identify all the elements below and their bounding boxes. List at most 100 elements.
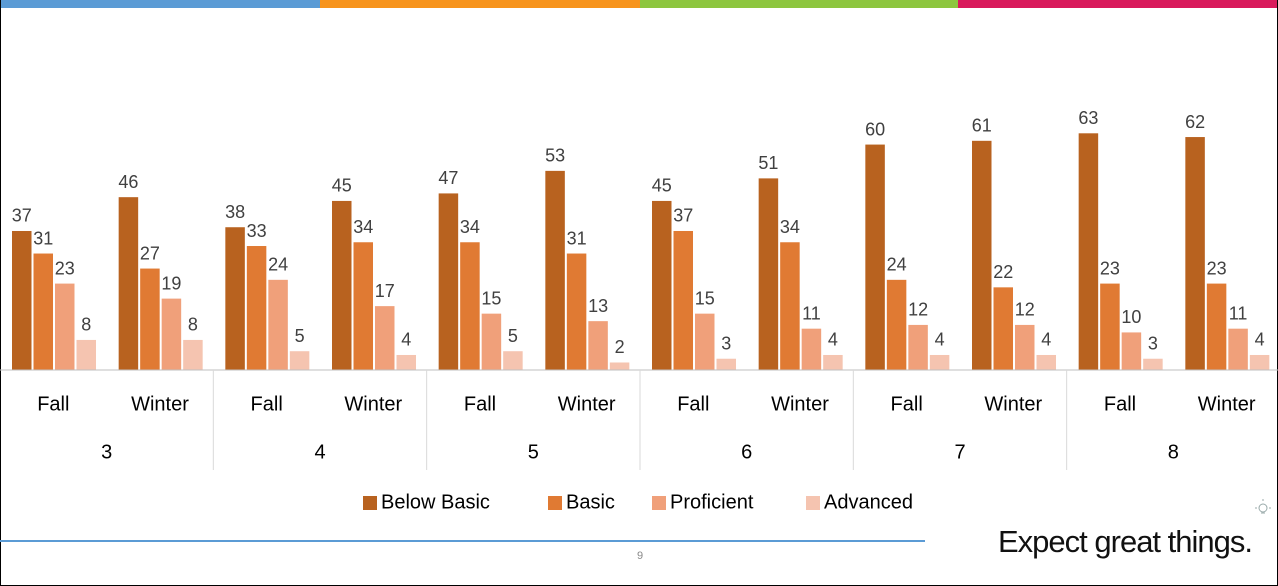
bar: [929, 354, 950, 370]
x-tick-label: Winter: [1198, 393, 1256, 415]
data-label: 4: [1255, 330, 1265, 350]
group-label: 3: [101, 441, 112, 463]
data-label: 51: [758, 153, 778, 173]
data-label: 34: [353, 217, 373, 237]
bar: [972, 140, 992, 370]
bar: [332, 200, 352, 370]
data-label: 23: [1100, 258, 1120, 278]
group-label: 6: [741, 441, 752, 463]
data-label: 13: [588, 296, 608, 316]
bar: [758, 178, 779, 370]
lightbulb-icon: [1255, 499, 1271, 514]
data-label: 4: [935, 330, 945, 350]
top-bar-orange: [320, 0, 640, 8]
data-label: 8: [188, 315, 198, 335]
bar: [652, 200, 672, 370]
data-label: 19: [161, 273, 181, 293]
data-label: 12: [1015, 300, 1035, 320]
legend-swatch: [806, 496, 820, 510]
bar: [161, 298, 182, 370]
data-label: 31: [33, 228, 53, 248]
data-label: 11: [802, 303, 821, 323]
bar: [780, 242, 800, 370]
bar: [76, 339, 96, 370]
bar: [993, 287, 1013, 370]
data-label: 17: [375, 281, 395, 301]
data-label: 5: [295, 326, 305, 346]
data-label: 4: [401, 330, 411, 350]
bar: [375, 306, 395, 370]
legend-label: Advanced: [824, 491, 913, 513]
bar: [823, 354, 843, 370]
bar: [716, 358, 736, 370]
data-label: 8: [81, 315, 91, 335]
bar: [289, 351, 310, 370]
data-label: 27: [140, 243, 160, 263]
bar: [438, 193, 459, 370]
x-tick-label: Winter: [984, 393, 1042, 415]
data-label: 37: [673, 206, 693, 226]
data-label: 3: [721, 333, 731, 353]
x-tick-label: Winter: [131, 393, 189, 415]
bar: [1100, 283, 1120, 370]
bar: [908, 324, 928, 370]
data-label: 12: [908, 300, 928, 320]
bar: [33, 253, 53, 370]
data-label: 24: [887, 255, 907, 275]
bar: [588, 321, 608, 370]
bar: [1249, 354, 1270, 370]
legend-label: Basic: [566, 491, 615, 513]
data-label: 23: [55, 258, 75, 278]
bar: [12, 230, 32, 370]
top-bar-blue: [0, 0, 320, 8]
data-label: 53: [545, 146, 565, 166]
data-label: 23: [1207, 258, 1227, 278]
bar: [886, 279, 907, 370]
bar: [55, 283, 75, 370]
data-label: 4: [828, 330, 838, 350]
data-label: 46: [118, 172, 138, 192]
data-label: 62: [1185, 112, 1205, 132]
bar: [1015, 324, 1035, 370]
bar: [673, 230, 693, 370]
bar: [1143, 358, 1163, 370]
bar: [695, 313, 715, 370]
top-bar-pink: [958, 0, 1278, 8]
data-label: 34: [460, 217, 480, 237]
bar: [1206, 283, 1227, 370]
legend-swatch: [548, 496, 562, 510]
data-label: 61: [972, 116, 992, 136]
bar: [353, 242, 373, 370]
data-label: 5: [508, 326, 518, 346]
bar: [246, 246, 267, 370]
bar: [140, 268, 160, 370]
data-label: 22: [993, 262, 1013, 282]
x-tick-label: Fall: [1104, 393, 1136, 415]
bar: [801, 328, 822, 370]
data-label: 11: [1229, 303, 1248, 323]
x-tick-label: Winter: [558, 393, 616, 415]
group-label: 7: [954, 441, 965, 463]
bar: [609, 362, 630, 370]
bar: [481, 313, 502, 370]
data-label: 60: [865, 119, 885, 139]
group-label: 4: [314, 441, 325, 463]
bar: [1185, 137, 1205, 370]
bar: [545, 170, 565, 370]
top-bar-green: [640, 0, 958, 8]
x-tick-label: Winter: [771, 393, 829, 415]
page-number: 9: [637, 550, 643, 562]
bar: [118, 197, 139, 370]
data-label: 45: [652, 176, 672, 196]
data-label: 63: [1078, 108, 1098, 128]
data-label: 4: [1041, 330, 1051, 350]
bar: [225, 227, 245, 370]
x-tick-label: Winter: [344, 393, 402, 415]
bar: [183, 339, 203, 370]
data-label: 33: [247, 221, 267, 241]
bar: [503, 351, 523, 370]
tagline: Expect great things.: [998, 524, 1252, 559]
data-label: 3: [1148, 333, 1158, 353]
legend-label: Below Basic: [381, 491, 490, 513]
data-label: 34: [780, 217, 800, 237]
